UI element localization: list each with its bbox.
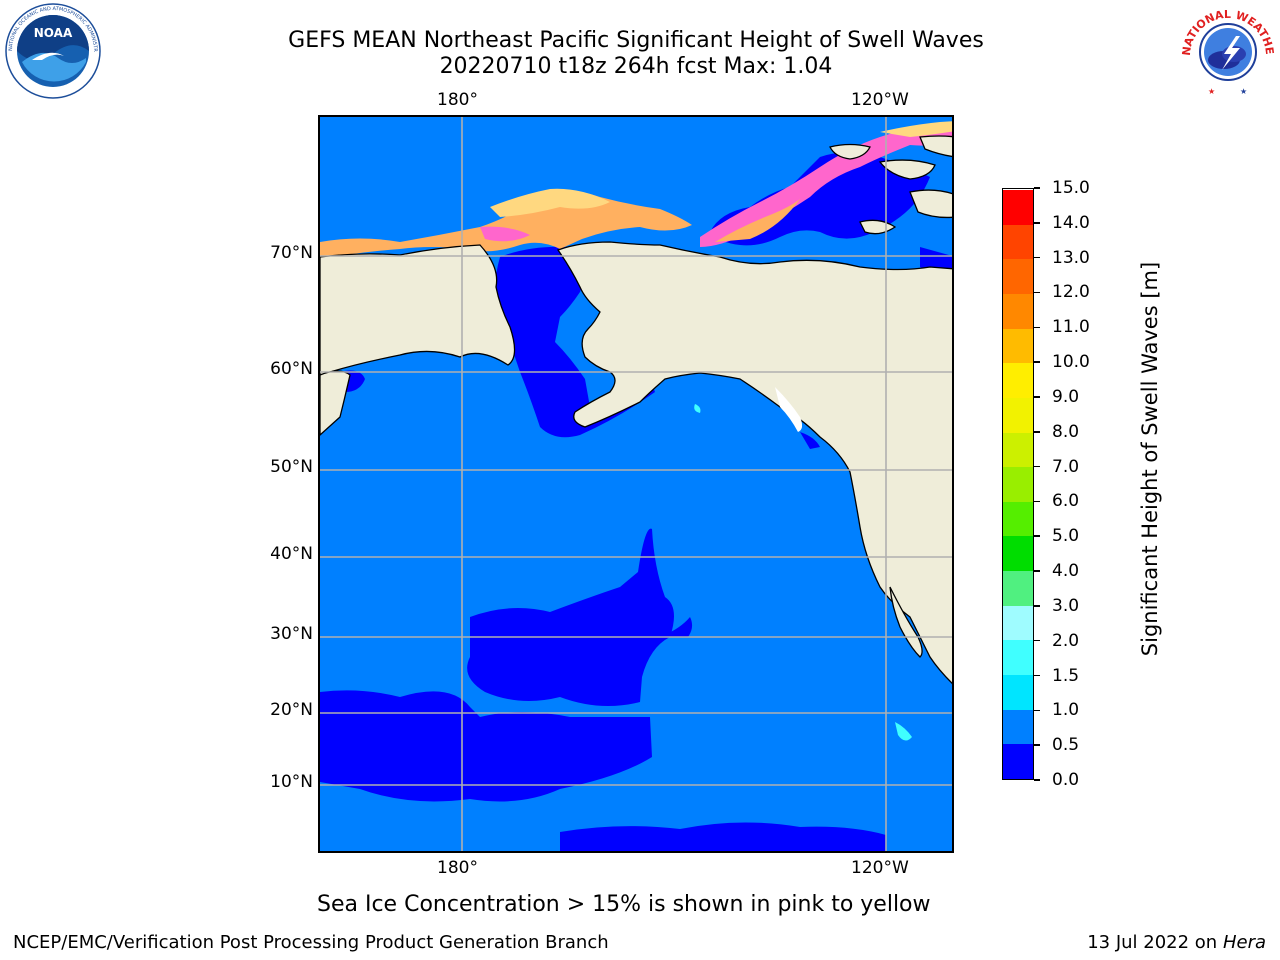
nws-logo-icon: NATIONAL WEATHER SERVICE ★ ★ (1174, 0, 1278, 100)
colorbar-segment (1003, 709, 1033, 745)
colorbar-tick-label: 5.0 (1052, 526, 1080, 547)
lat-label-50n: 50°N (270, 457, 313, 477)
colorbar-tick-mark (1034, 396, 1040, 398)
chart-subtitle: 20220710 t18z 264h fcst Max: 1.04 (439, 54, 833, 79)
colorbar-tick-label: 0.5 (1052, 735, 1080, 756)
colorbar-tick-mark (1034, 187, 1040, 189)
colorbar-tick-label: 6.0 (1052, 491, 1080, 512)
colorbar-tick-mark (1034, 570, 1040, 572)
colorbar-segment (1003, 189, 1033, 225)
colorbar-tick-mark (1034, 222, 1040, 224)
colorbar-tick-mark (1034, 326, 1040, 329)
colorbar-segment (1003, 293, 1033, 329)
colorbar-tick-mark (1034, 291, 1040, 294)
colorbar-tick-label: 2.0 (1052, 630, 1080, 651)
colorbar-segment (1003, 466, 1033, 502)
noaa-logo-icon: NOAA NATIONAL OCEANIC AND ATMOSPHERIC AD… (0, 0, 104, 100)
colorbar-tick-label: 10.0 (1052, 352, 1090, 373)
colorbar-label: Significant Height of Swell Waves [m] (1138, 261, 1162, 657)
lat-label-60n: 60°N (270, 359, 313, 379)
colorbar-tick-mark (1034, 361, 1040, 363)
colorbar-segment (1003, 397, 1033, 433)
colorbar-tick-label: 3.0 (1052, 595, 1080, 616)
footer-branch: NCEP/EMC/Verification Post Processing Pr… (13, 932, 609, 953)
colorbar-segment (1003, 535, 1033, 572)
land-areas (320, 135, 952, 685)
lat-label-30n: 30°N (270, 624, 313, 644)
lon-label-bottom-120w: 120°W (851, 858, 909, 878)
colorbar-tick-label: 0.0 (1052, 770, 1080, 790)
colorbar-segment (1003, 258, 1033, 294)
lon-label-bottom-180: 180° (437, 858, 478, 878)
colorbar-segment (1003, 432, 1033, 468)
chart-title: GEFS MEAN Northeast Pacific Significant … (288, 28, 984, 53)
sea-ice-regions (320, 121, 952, 259)
colorbar-tick-mark (1034, 605, 1040, 607)
colorbar-segment (1003, 743, 1033, 779)
colorbar-segment (1003, 605, 1033, 641)
colorbar-segment (1003, 501, 1033, 537)
lat-label-10n: 10°N (270, 772, 313, 792)
lon-label-top-180: 180° (437, 90, 478, 110)
colorbar-tick-label: 1.5 (1052, 665, 1080, 686)
lon-label-top-120w: 120°W (851, 90, 909, 110)
colorbar-tick-mark (1034, 431, 1040, 433)
colorbar-tick-mark (1034, 709, 1040, 712)
lat-label-20n: 20°N (270, 700, 313, 720)
colorbar-tick-mark (1034, 465, 1040, 468)
colorbar-tick-label: 8.0 (1052, 421, 1080, 442)
colorbar-tick-mark (1034, 500, 1040, 503)
lat-label-70n: 70°N (270, 243, 313, 263)
colorbar-tick-label: 11.0 (1052, 317, 1090, 338)
colorbar-tick-label: 9.0 (1052, 386, 1080, 407)
lat-label-40n: 40°N (270, 544, 313, 564)
colorbar-tick-label: 13.0 (1052, 247, 1090, 268)
colorbar-tick-mark (1034, 744, 1040, 746)
colorbar-segment (1003, 639, 1033, 676)
colorbar-tick-mark (1034, 535, 1040, 537)
colorbar-tick-mark (1034, 639, 1040, 642)
map-panel (318, 115, 954, 853)
footer-host: Hera (1222, 932, 1266, 953)
colorbar-tick-label: 14.0 (1052, 212, 1090, 233)
colorbar-segment (1003, 224, 1033, 260)
colorbar-tick-label: 4.0 (1052, 561, 1080, 582)
colorbar-segment (1003, 362, 1033, 398)
svg-text:NOAA: NOAA (34, 26, 73, 40)
svg-text:★: ★ (1208, 87, 1215, 96)
graticule (320, 117, 952, 851)
colorbar-segment (1003, 328, 1033, 364)
sea-ice-note: Sea Ice Concentration > 15% is shown in … (317, 892, 931, 917)
colorbar-tick-mark (1034, 256, 1040, 259)
svg-text:★: ★ (1240, 87, 1247, 96)
colorbar-tick-mark (1034, 779, 1040, 781)
colorbar-segment (1003, 570, 1033, 606)
colorbar-tick-mark (1034, 674, 1040, 677)
colorbar (1002, 188, 1034, 780)
colorbar-tick-label: 15.0 (1052, 178, 1090, 198)
footer-date: 13 Jul 2022 on Hera (1087, 932, 1266, 953)
colorbar-tick-label: 12.0 (1052, 282, 1090, 303)
colorbar-segment (1003, 674, 1033, 710)
colorbar-tick-label: 7.0 (1052, 456, 1080, 477)
colorbar-tick-label: 1.0 (1052, 700, 1080, 721)
